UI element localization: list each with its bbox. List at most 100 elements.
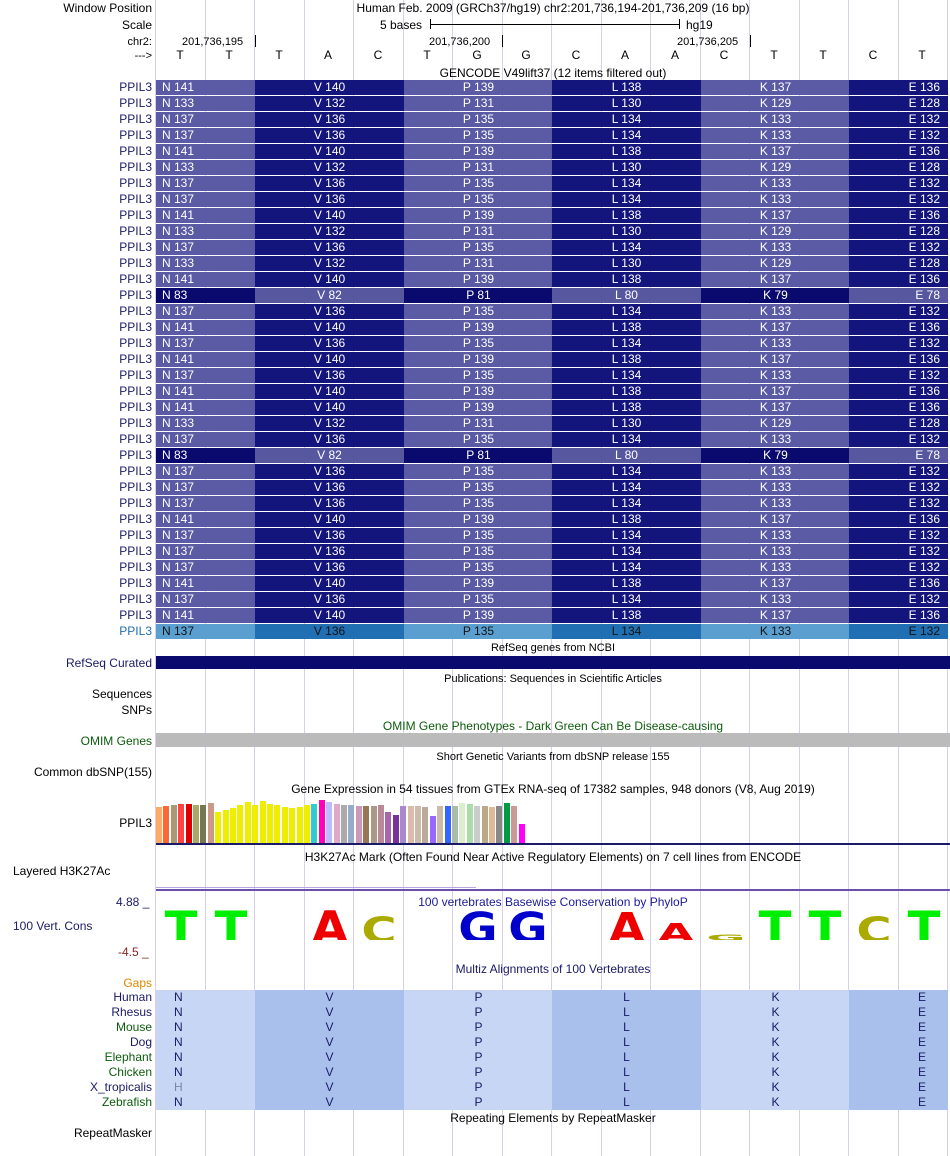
gencode-transcript-row[interactable]: N 133 V 132 P 131 L 130 K 129 E 128: [156, 96, 950, 111]
gencode-transcript-row[interactable]: N 133 V 132 P 131 L 130 K 129 E 128: [156, 224, 950, 239]
gencode-transcript-row[interactable]: N 141 V 140 P 139 L 138 K 137 E 136: [156, 400, 950, 415]
refseq-label[interactable]: RefSeq Curated: [65, 656, 152, 670]
gencode-transcript-row[interactable]: N 137 V 136 P 135 L 134 K 133 E 132: [156, 176, 950, 191]
gtex-tissue-bar[interactable]: [429, 816, 436, 844]
gencode-transcript-row[interactable]: N 137 V 136 P 135 L 134 K 133 E 132: [156, 368, 950, 383]
gencode-transcript-row[interactable]: N 137 V 136 P 135 L 134 K 133 E 132: [156, 624, 950, 639]
gtex-tissue-bar[interactable]: [304, 805, 310, 844]
gtex-tissue-bar[interactable]: [178, 804, 185, 844]
gtex-tissue-bar[interactable]: [326, 802, 333, 844]
gencode-row-label[interactable]: PPIL3: [119, 384, 152, 398]
gtex-tissue-bar[interactable]: [200, 805, 207, 844]
gencode-row-label[interactable]: PPIL3: [119, 128, 152, 142]
gencode-row-label[interactable]: PPIL3: [119, 352, 152, 366]
gtex-tissue-bar[interactable]: [252, 805, 259, 844]
gtex-tissue-bar[interactable]: [355, 806, 362, 844]
gtex-tissue-bar[interactable]: [422, 807, 429, 844]
phylop-label[interactable]: 100 Vert. Cons: [13, 919, 93, 933]
gencode-transcript-row[interactable]: N 137 V 136 P 135 L 134 K 133 E 132: [156, 528, 950, 543]
gencode-row-label[interactable]: PPIL3: [119, 320, 152, 334]
gtex-tissue-bar[interactable]: [452, 806, 458, 844]
gtex-tissue-bar[interactable]: [392, 815, 399, 844]
gtex-tissue-bar[interactable]: [274, 805, 281, 844]
gencode-row-label[interactable]: PPIL3: [119, 368, 152, 382]
gencode-row-label[interactable]: PPIL3: [119, 256, 152, 270]
gtex-tissue-bar[interactable]: [444, 806, 451, 844]
gencode-row-label[interactable]: PPIL3: [119, 608, 152, 622]
gencode-row-label[interactable]: PPIL3: [119, 544, 152, 558]
omim-bar[interactable]: [156, 733, 950, 747]
gencode-transcript-row[interactable]: N 141 V 140 P 139 L 138 K 137 E 136: [156, 608, 950, 623]
gtex-tissue-bar[interactable]: [466, 804, 473, 844]
refseq-bar[interactable]: [156, 656, 950, 669]
gtex-tissue-bar[interactable]: [267, 804, 273, 844]
multiz-species-label[interactable]: Mouse: [115, 1020, 152, 1034]
gencode-transcript-row[interactable]: N 137 V 136 P 135 L 134 K 133 E 132: [156, 304, 950, 319]
gencode-row-label[interactable]: PPIL3: [119, 224, 152, 238]
gtex-tissue-bar[interactable]: [230, 808, 236, 844]
multiz-species-label[interactable]: Chicken: [108, 1065, 152, 1079]
gtex-tissue-bar[interactable]: [407, 806, 414, 844]
publications-label-sequences[interactable]: Sequences: [91, 687, 152, 701]
gencode-row-label[interactable]: PPIL3: [119, 208, 152, 222]
window-position-value[interactable]: Human Feb. 2009 (GRCh37/hg19) chr2:201,7…: [356, 1, 750, 15]
gtex-tissue-bar[interactable]: [185, 804, 192, 844]
gencode-transcript-row[interactable]: N 137 V 136 P 135 L 134 K 133 E 132: [156, 192, 950, 207]
gtex-tissue-bar[interactable]: [518, 824, 525, 844]
gencode-transcript-row[interactable]: N 133 V 132 P 131 L 130 K 129 E 128: [156, 416, 950, 431]
omim-label[interactable]: OMIM Genes: [80, 734, 152, 748]
gencode-transcript-row[interactable]: N 141 V 140 P 139 L 138 K 137 E 136: [156, 352, 950, 367]
gencode-row-label[interactable]: PPIL3: [119, 560, 152, 574]
gencode-transcript-row[interactable]: N 141 V 140 P 139 L 138 K 137 E 136: [156, 80, 950, 95]
gtex-tissue-bar[interactable]: [222, 810, 229, 844]
gencode-transcript-row[interactable]: N 137 V 136 P 135 L 134 K 133 E 132: [156, 480, 950, 495]
gtex-tissue-bar[interactable]: [244, 802, 251, 844]
gencode-row-label[interactable]: PPIL3: [119, 576, 152, 590]
gtex-bar-chart[interactable]: [156, 798, 536, 844]
gencode-row-label[interactable]: PPIL3: [119, 272, 152, 286]
multiz-species-label[interactable]: Human: [113, 990, 152, 1004]
gtex-tissue-bar[interactable]: [378, 805, 384, 844]
gencode-row-label[interactable]: PPIL3: [119, 240, 152, 254]
gencode-transcript-row[interactable]: N 141 V 140 P 139 L 138 K 137 E 136: [156, 272, 950, 287]
gencode-transcript-row[interactable]: N 141 V 140 P 139 L 138 K 137 E 136: [156, 208, 950, 223]
gencode-row-label[interactable]: PPIL3: [119, 496, 152, 510]
gtex-tissue-bar[interactable]: [348, 805, 355, 844]
gencode-row-label[interactable]: PPIL3: [119, 176, 152, 190]
gtex-tissue-bar[interactable]: [489, 807, 495, 844]
gencode-row-label[interactable]: PPIL3: [119, 288, 152, 302]
gencode-transcript-row[interactable]: N 141 V 140 P 139 L 138 K 137 E 136: [156, 384, 950, 399]
repeatmasker-label[interactable]: RepeatMasker: [73, 1126, 152, 1140]
gencode-transcript-row[interactable]: N 137 V 136 P 135 L 134 K 133 E 132: [156, 432, 950, 447]
gencode-row-label[interactable]: PPIL3: [119, 624, 152, 638]
gencode-row-label[interactable]: PPIL3: [119, 416, 152, 430]
gtex-tissue-bar[interactable]: [341, 805, 347, 844]
gencode-row-label[interactable]: PPIL3: [119, 448, 152, 462]
multiz-species-label[interactable]: Rhesus: [111, 1005, 152, 1019]
gtex-tissue-bar[interactable]: [496, 806, 503, 844]
multiz-species-label[interactable]: Elephant: [104, 1050, 152, 1064]
gencode-row-label[interactable]: PPIL3: [119, 592, 152, 606]
gencode-transcript-row[interactable]: N 141 V 140 P 139 L 138 K 137 E 136: [156, 512, 950, 527]
gencode-transcript-row[interactable]: N 137 V 136 P 135 L 134 K 133 E 132: [156, 496, 950, 511]
gtex-tissue-bar[interactable]: [259, 801, 266, 844]
gtex-tissue-bar[interactable]: [311, 804, 318, 844]
gencode-row-label[interactable]: PPIL3: [119, 80, 152, 94]
publications-label-snps[interactable]: SNPs: [121, 703, 152, 717]
gtex-tissue-bar[interactable]: [281, 807, 288, 844]
multiz-species-label[interactable]: Zebrafish: [101, 1095, 152, 1109]
gencode-transcript-row[interactable]: N 137 V 136 P 135 L 134 K 133 E 132: [156, 464, 950, 479]
gencode-row-label[interactable]: PPIL3: [119, 512, 152, 526]
gencode-transcript-row[interactable]: N 141 V 140 P 139 L 138 K 137 E 136: [156, 576, 950, 591]
gtex-tissue-bar[interactable]: [296, 807, 303, 844]
gencode-transcript-row[interactable]: N 83 V 82 P 81 L 80 K 79 E 78: [156, 448, 950, 463]
gencode-row-label[interactable]: PPIL3: [119, 480, 152, 494]
gencode-transcript-row[interactable]: N 137 V 136 P 135 L 134 K 133 E 132: [156, 112, 950, 127]
gencode-transcript-row[interactable]: N 141 V 140 P 139 L 138 K 137 E 136: [156, 320, 950, 335]
